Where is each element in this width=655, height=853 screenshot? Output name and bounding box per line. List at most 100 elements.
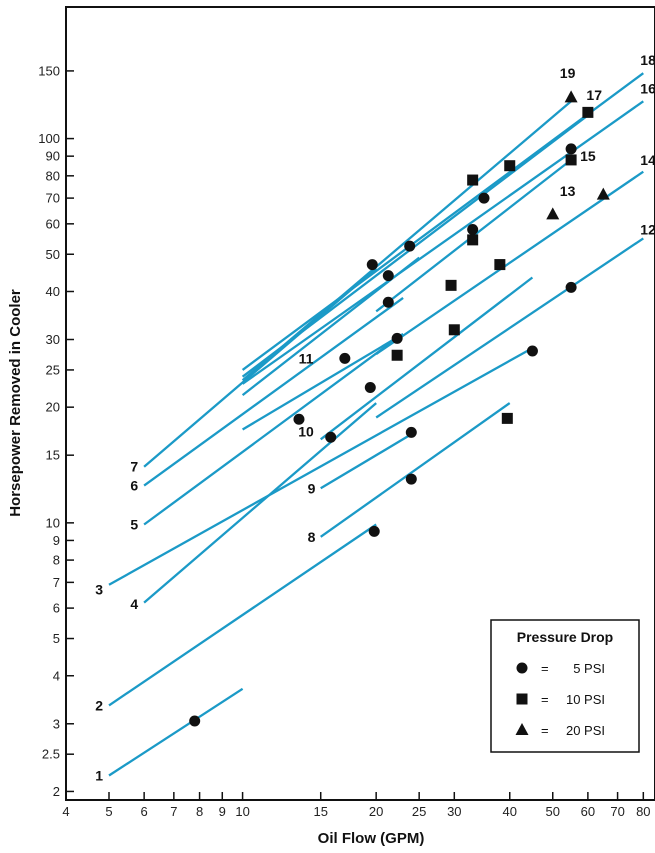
curve-line-9 xyxy=(320,433,412,490)
circle-marker xyxy=(565,281,577,293)
circle-marker xyxy=(293,413,305,425)
x-tick-label: 7 xyxy=(170,804,177,819)
y-tick-label: 8 xyxy=(53,553,60,568)
square-marker xyxy=(467,234,479,246)
y-tick-label: 100 xyxy=(38,131,60,146)
y-tick-label: 2 xyxy=(53,784,60,799)
curve-line-10 xyxy=(242,333,404,431)
x-tick-label: 5 xyxy=(105,804,112,819)
y-axis-title: Horsepower Removed in Cooler xyxy=(7,289,24,517)
curve-number-label: 10 xyxy=(298,423,314,439)
x-axis-ticks: 4 5 6 7 8 9 10 15 20 25 30 40 50 60 70 80 xyxy=(62,792,651,819)
curve-line-6 xyxy=(143,296,404,487)
x-tick-label: 4 xyxy=(62,804,69,819)
curve-number-label: 6 xyxy=(130,478,138,494)
curve-number-label: 3 xyxy=(95,582,103,598)
legend-entries: = 5 PSI = 10 PSI = 20 PSI xyxy=(515,661,605,738)
square-marker xyxy=(501,412,513,424)
x-tick-label: 8 xyxy=(196,804,203,819)
square-marker xyxy=(445,279,457,291)
curve-number-label: 7 xyxy=(130,459,138,475)
curve-number-label: 2 xyxy=(95,697,103,713)
legend-triangle-icon xyxy=(515,723,529,735)
curve-line-19 xyxy=(241,100,572,382)
x-tick-label: 9 xyxy=(219,804,226,819)
curve-line-18 xyxy=(241,72,644,371)
legend-label: 20 PSI xyxy=(566,723,605,738)
legend-equals: = xyxy=(541,661,549,676)
legend-equals: = xyxy=(541,723,549,738)
curve-number-label: 5 xyxy=(130,517,138,533)
curve-line-2 xyxy=(108,523,377,707)
curve-line-16 xyxy=(241,100,644,385)
y-tick-label: 15 xyxy=(46,448,60,463)
x-tick-label: 25 xyxy=(412,804,426,819)
curve-line-3 xyxy=(108,347,533,586)
circle-marker xyxy=(404,240,416,252)
y-tick-label: 3 xyxy=(53,716,60,731)
curve-number-label: 18 xyxy=(640,52,655,68)
y-tick-label: 150 xyxy=(38,63,60,78)
circle-marker xyxy=(189,715,201,727)
x-axis-title: Oil Flow (GPM) xyxy=(318,830,425,847)
y-tick-label: 60 xyxy=(46,216,60,231)
legend-equals: = xyxy=(541,692,549,707)
y-axis-ticks: 2 2.5 3 4 5 6 7 8 9 10 15 20 25 30 40 50 60 70 80 90 100 150 xyxy=(38,63,74,799)
circle-marker xyxy=(478,192,490,204)
curve-number-label: 17 xyxy=(586,87,602,103)
x-tick-label: 40 xyxy=(503,804,517,819)
curve-number-label: 19 xyxy=(560,65,576,81)
square-marker xyxy=(448,324,460,336)
x-tick-label: 70 xyxy=(610,804,624,819)
y-tick-label: 9 xyxy=(53,533,60,548)
circle-marker xyxy=(405,473,417,485)
y-tick-label: 30 xyxy=(46,332,60,347)
y-tick-label: 25 xyxy=(46,362,60,377)
legend-circle-icon xyxy=(516,662,528,674)
curve-line-14 xyxy=(375,170,644,355)
square-marker xyxy=(504,160,516,172)
square-marker xyxy=(467,174,479,186)
curve-number-label: 4 xyxy=(130,596,138,612)
x-tick-label: 80 xyxy=(636,804,650,819)
y-tick-label: 2.5 xyxy=(42,747,60,762)
circle-marker xyxy=(467,223,479,235)
y-tick-label: 7 xyxy=(53,575,60,590)
y-tick-label: 40 xyxy=(46,284,60,299)
curve-line-12 xyxy=(375,237,644,419)
curve-number-label: 8 xyxy=(308,529,316,545)
curve-number-label: 12 xyxy=(640,221,655,237)
x-tick-label: 30 xyxy=(447,804,461,819)
circle-marker xyxy=(366,259,378,271)
circle-marker xyxy=(339,352,351,364)
circle-marker xyxy=(565,143,577,155)
y-tick-label: 20 xyxy=(46,400,60,415)
square-marker xyxy=(391,349,403,361)
y-tick-label: 10 xyxy=(46,515,60,530)
curve-line-4 xyxy=(143,402,377,604)
legend-title: Pressure Drop xyxy=(517,629,613,645)
circle-marker xyxy=(526,345,538,357)
curve-number-label: 16 xyxy=(640,80,655,96)
circle-marker xyxy=(391,332,403,344)
curve-line-7 xyxy=(143,267,377,468)
curve-line-1 xyxy=(108,687,244,777)
legend-label: 5 PSI xyxy=(573,661,605,676)
curve-number-label: 9 xyxy=(308,480,316,496)
plot-frame xyxy=(65,6,655,801)
circle-marker xyxy=(368,525,380,537)
legend-square-icon xyxy=(516,693,528,705)
y-tick-label: 70 xyxy=(46,191,60,206)
square-marker xyxy=(565,154,577,166)
curve-line-17 xyxy=(241,114,589,378)
x-tick-label: 15 xyxy=(313,804,327,819)
x-tick-label: 50 xyxy=(546,804,560,819)
data-markers xyxy=(189,90,610,727)
triangle-marker xyxy=(546,207,560,220)
curve-line-8 xyxy=(320,402,511,538)
curve-line-5 xyxy=(143,335,400,526)
curve-lines xyxy=(108,72,644,777)
circle-marker xyxy=(382,270,394,282)
